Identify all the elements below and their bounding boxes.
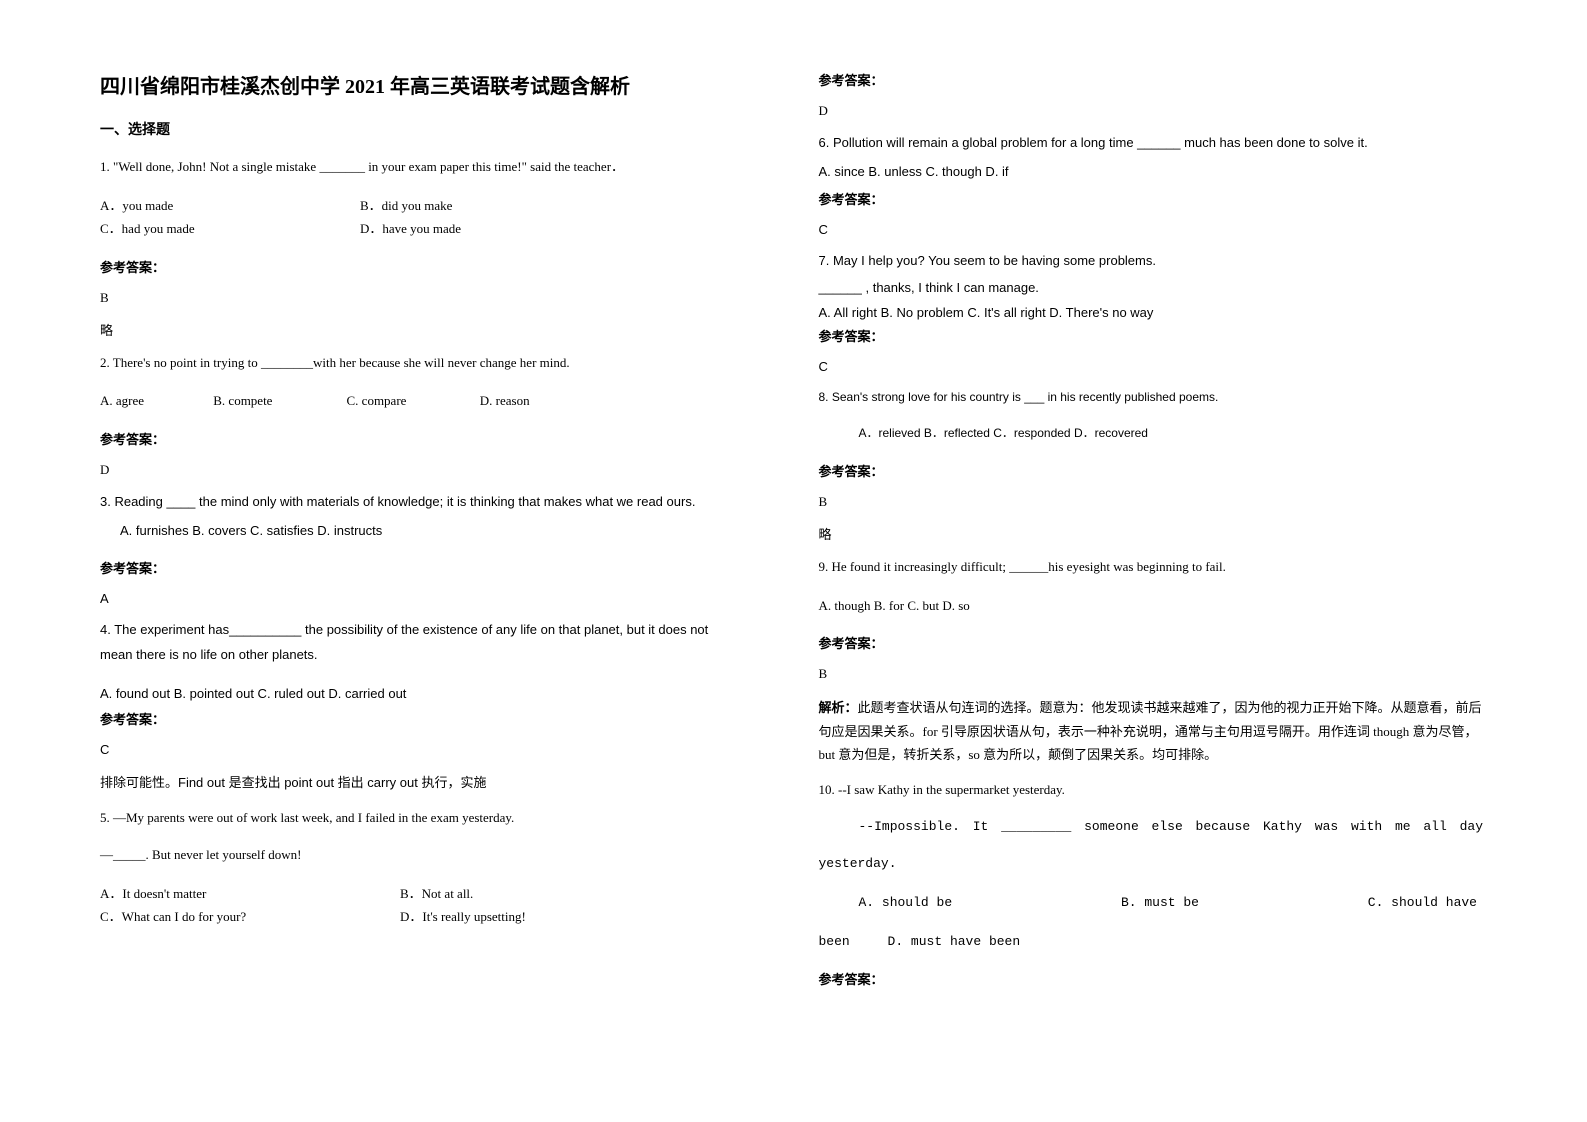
q3-answer: A (100, 591, 769, 606)
q5-opt-a: A．It doesn't matter (100, 882, 340, 905)
q2-opt-b: B. compete (213, 389, 343, 412)
left-column: 四川省绵阳市桂溪杰创中学 2021 年高三英语联考试题含解析 一、选择题 1. … (100, 70, 769, 1052)
question-10-text2: --Impossible. It _________ someone else … (819, 817, 1488, 838)
question-7-text1: 7. May I help you? You seem to be having… (819, 251, 1488, 272)
question-5-text2: —_____. But never let yourself down! (100, 845, 769, 866)
answer-label: 参考答案： (100, 429, 769, 448)
q5-answer: D (819, 103, 1488, 119)
q1-answer: B (100, 290, 769, 306)
q5-opt-d: D．It's really upsetting! (400, 905, 526, 928)
answer-label: 参考答案： (819, 326, 1488, 345)
answer-label: 参考答案： (819, 461, 1488, 480)
section-header: 一、选择题 (100, 119, 769, 139)
question-4-text2: mean there is no life on other planets. (100, 645, 769, 666)
question-10-text3: yesterday. (819, 854, 1488, 875)
answer-label: 参考答案： (819, 189, 1488, 208)
q10-opt-d: D. must have been (888, 934, 1021, 949)
q5-opt-c: C．What can I do for your? (100, 905, 340, 928)
question-4-options: A. found out B. pointed out C. ruled out… (100, 682, 769, 705)
question-1-text: 1. "Well done, John! Not a single mistak… (100, 157, 769, 178)
q2-opt-c: C. compare (347, 389, 477, 412)
question-7-options: A. All right B. No problem C. It's all r… (819, 301, 1488, 324)
question-3-text: 3. Reading ____ the mind only with mater… (100, 492, 769, 513)
q7-answer: C (819, 359, 1488, 374)
question-7-text2: ______ , thanks, I think I can manage. (819, 278, 1488, 299)
q1-opt-a: A．you made (100, 194, 300, 217)
question-6-text: 6. Pollution will remain a global proble… (819, 133, 1488, 154)
question-9-options: A. though B. for C. but D. so (819, 594, 1488, 617)
q1-opt-d: D．have you made (360, 217, 461, 240)
q2-answer: D (100, 462, 769, 478)
q1-opt-b: B．did you make (360, 194, 452, 217)
q1-opt-c: C．had you made (100, 217, 300, 240)
q9-explanation: 解析：此题考查状语从句连词的选择。题意为：他发现读书越来越难了，因为他的视力正开… (819, 696, 1488, 766)
question-2-options: A. agree B. compete C. compare D. reason (100, 389, 769, 412)
q2-opt-a: A. agree (100, 389, 210, 412)
question-10-text1: 10. --I saw Kathy in the supermarket yes… (819, 780, 1488, 801)
answer-label: 参考答案： (819, 969, 1488, 988)
answer-label: 参考答案： (100, 558, 769, 577)
explanation-label: 解析： (819, 700, 858, 715)
page-title: 四川省绵阳市桂溪杰创中学 2021 年高三英语联考试题含解析 (100, 70, 769, 99)
question-1-options: A．you made B．did you make C．had you made… (100, 194, 769, 241)
q4-answer: C (100, 742, 769, 757)
question-5-text1: 5. —My parents were out of work last wee… (100, 808, 769, 829)
q10-opt-a: A. should be (859, 891, 953, 914)
q6-answer: C (819, 222, 1488, 237)
q1-omit: 略 (100, 320, 769, 339)
q2-opt-d: D. reason (480, 393, 530, 408)
question-5-options: A．It doesn't matter B．Not at all. C．What… (100, 882, 769, 929)
q9-answer: B (819, 666, 1488, 682)
question-3-options: A. furnishes B. covers C. satisfies D. i… (100, 519, 769, 542)
question-4-text1: 4. The experiment has__________ the poss… (100, 620, 769, 641)
question-10-options2: been D. must have been (819, 930, 1488, 953)
question-6-options: A. since B. unless C. though D. if (819, 160, 1488, 183)
q10-opt-d-prefix: been (819, 934, 850, 949)
q9-explanation-text: 此题考查状语从句连词的选择。题意为：他发现读书越来越难了，因为他的视力正开始下降… (819, 700, 1482, 762)
question-9-text: 9. He found it increasingly difficult; _… (819, 557, 1488, 578)
answer-label: 参考答案： (100, 257, 769, 276)
q5-opt-b: B．Not at all. (400, 882, 473, 905)
q8-answer: B (819, 494, 1488, 510)
question-2-text: 2. There's no point in trying to _______… (100, 353, 769, 374)
q10-opt-c: C. should have (1368, 891, 1477, 914)
q10-opt-b: B. must be (1121, 891, 1199, 914)
right-column: 参考答案： D 6. Pollution will remain a globa… (819, 70, 1488, 1052)
q8-omit: 略 (819, 524, 1488, 543)
question-8-options: A．relieved B．reflected C．responded D．rec… (819, 423, 1488, 445)
question-8-text: 8. Sean's strong love for his country is… (819, 388, 1488, 407)
answer-label: 参考答案： (100, 709, 769, 728)
answer-label: 参考答案： (819, 633, 1488, 652)
q4-explanation: 排除可能性。Find out 是查找出 point out 指出 carry o… (100, 771, 769, 794)
answer-label: 参考答案： (819, 70, 1488, 89)
question-10-options: A. should be B. must be C. should have (819, 891, 1488, 914)
